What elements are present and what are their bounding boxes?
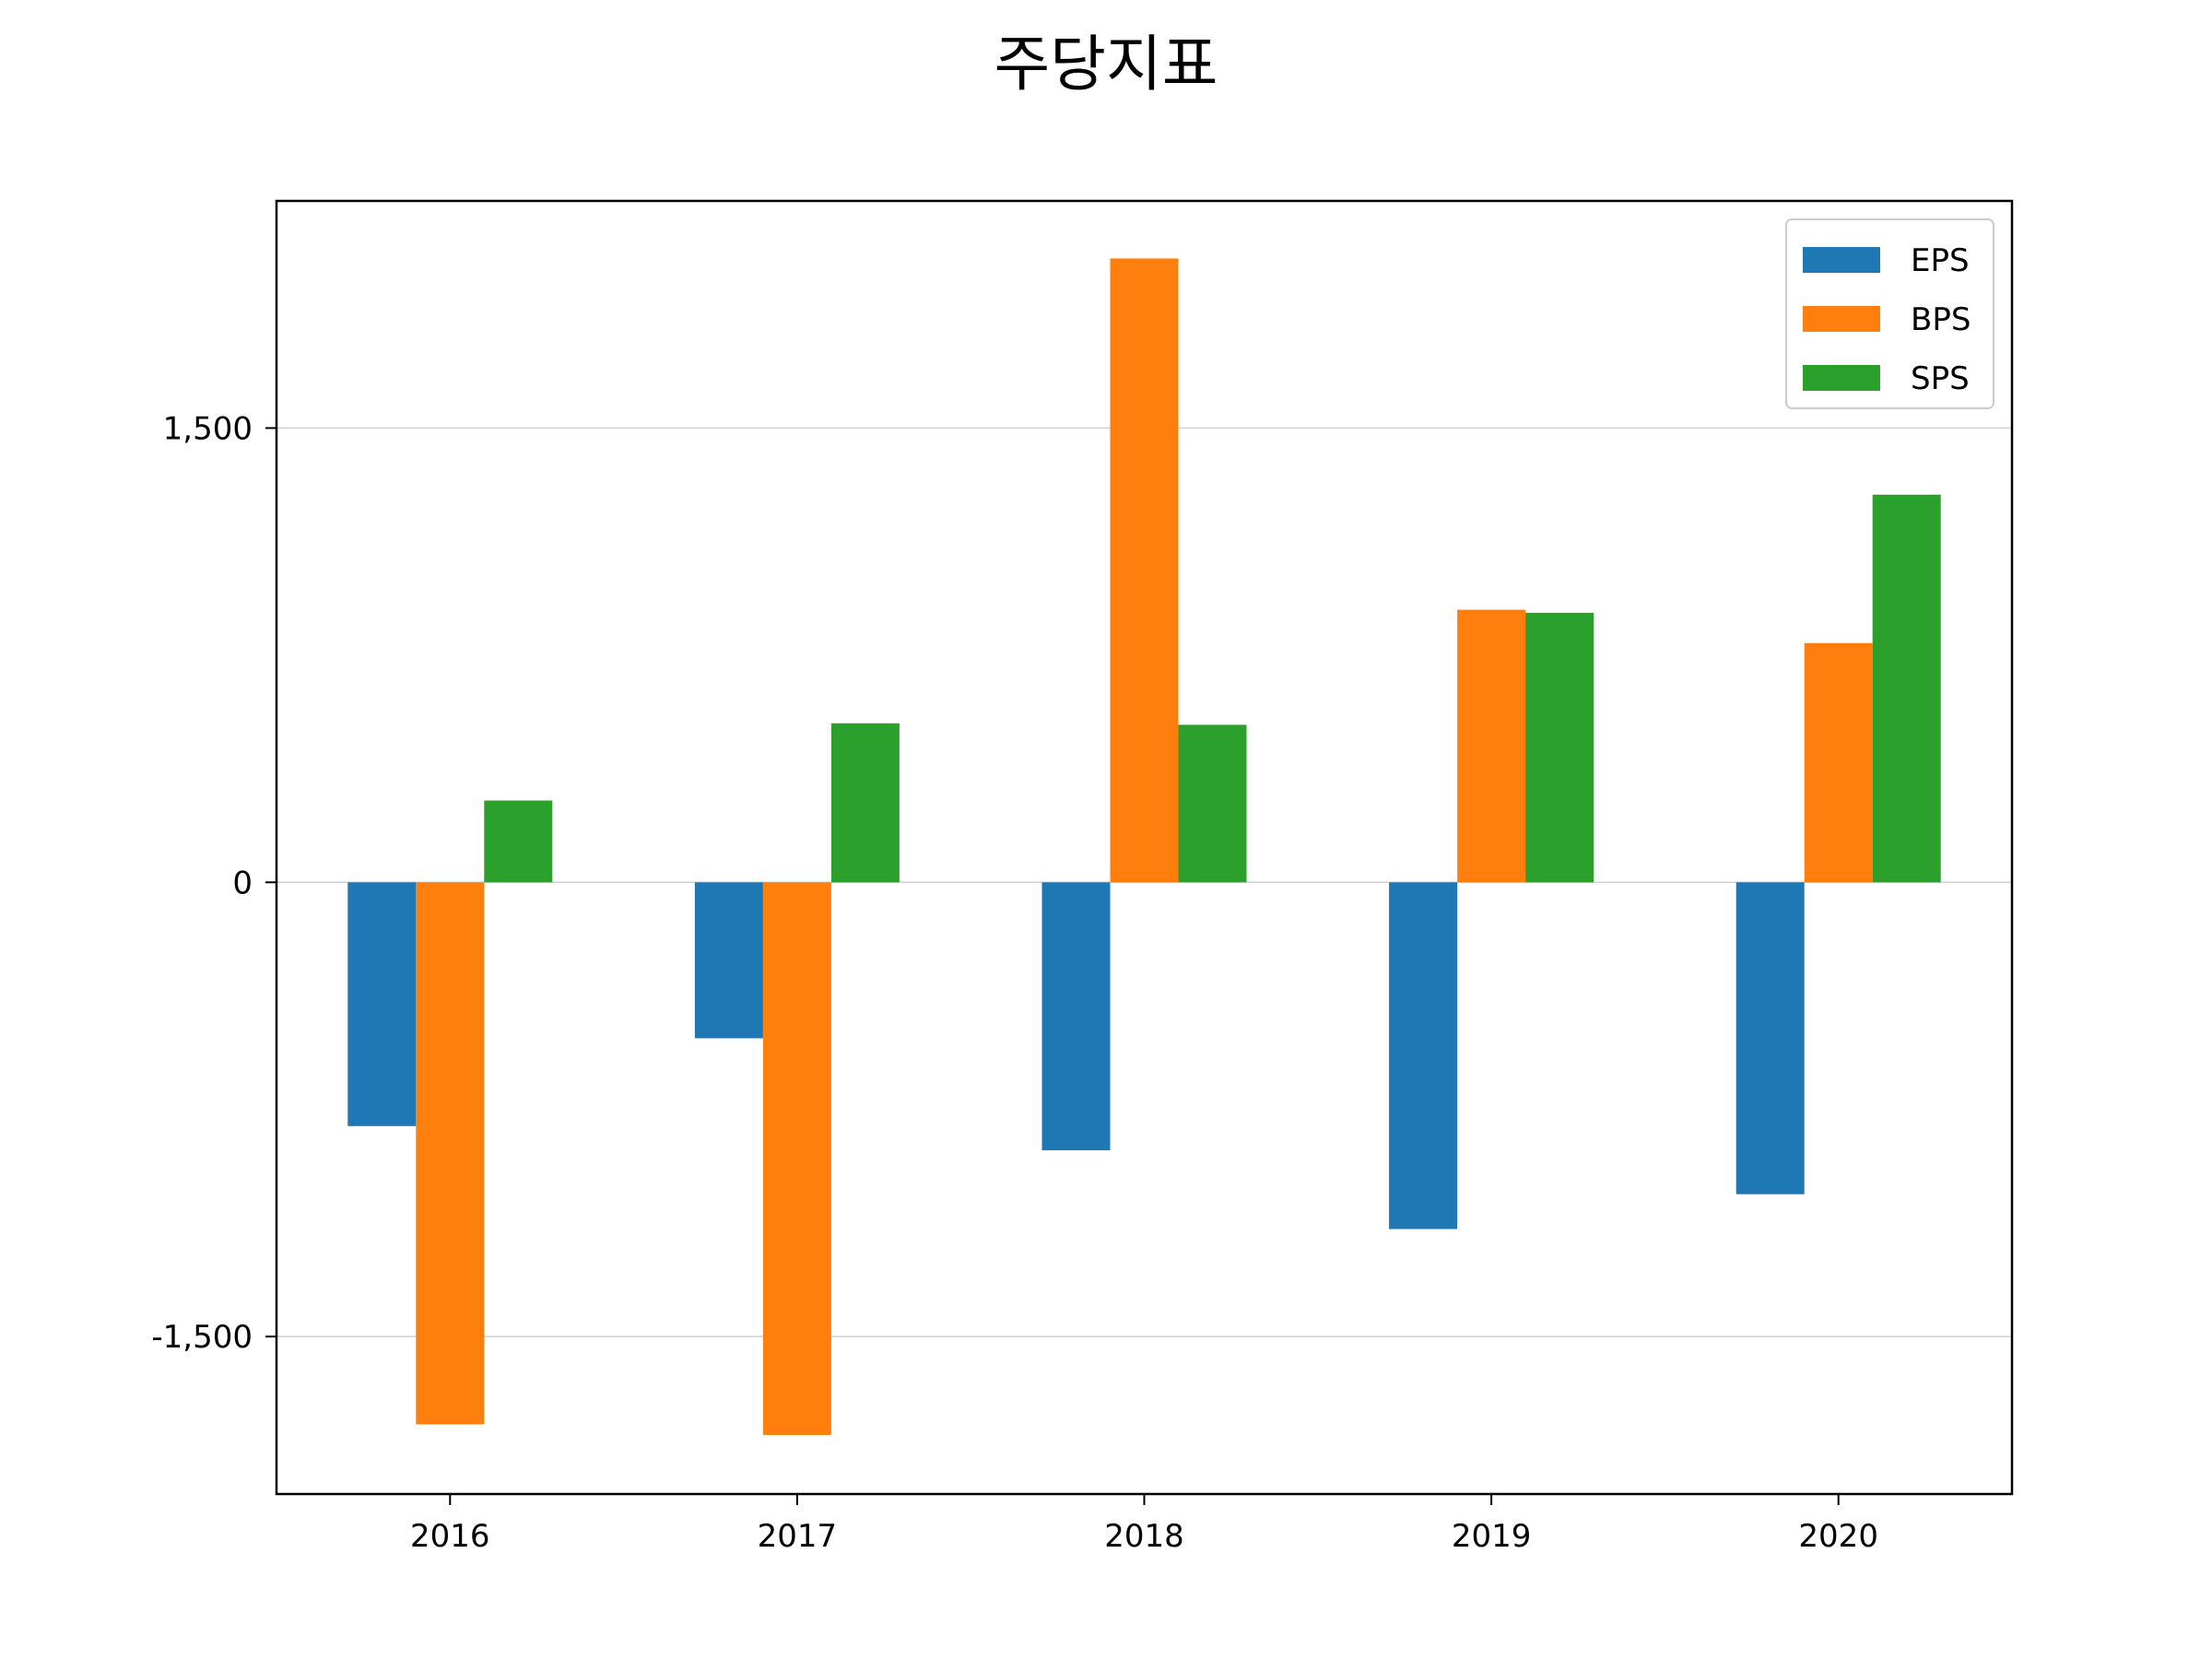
legend: EPS BPS SPS bbox=[1785, 218, 1994, 409]
bar-sps-2020 bbox=[1872, 494, 1941, 883]
bar-eps-2019 bbox=[1389, 882, 1458, 1230]
y-tick-label: -1,500 bbox=[151, 1319, 253, 1356]
legend-swatch-eps bbox=[1803, 247, 1880, 273]
y-tick-label: 1,500 bbox=[163, 410, 253, 447]
x-tick-label: 2019 bbox=[1452, 1518, 1532, 1555]
legend-swatch-bps bbox=[1803, 306, 1880, 332]
bar-sps-2018 bbox=[1178, 724, 1247, 883]
legend-label-eps: EPS bbox=[1911, 242, 1970, 279]
bar-eps-2020 bbox=[1735, 882, 1805, 1194]
legend-label-sps: SPS bbox=[1911, 360, 1970, 397]
x-tick-label: 2020 bbox=[1798, 1518, 1878, 1555]
bar-bps-2016 bbox=[416, 882, 485, 1425]
x-tick-label: 2018 bbox=[1104, 1518, 1184, 1555]
bar-bps-2020 bbox=[1804, 642, 1873, 883]
chart-title: 주당지표 bbox=[994, 29, 1218, 100]
x-axis: 2016 2017 2018 2019 2020 bbox=[410, 1494, 1878, 1555]
bar-eps-2017 bbox=[694, 882, 763, 1039]
bar-bps-2018 bbox=[1110, 258, 1179, 883]
y-tick-label: 0 bbox=[232, 865, 253, 901]
bar-sps-2016 bbox=[484, 800, 553, 883]
bar-eps-2016 bbox=[347, 882, 417, 1126]
bar-bps-2019 bbox=[1457, 609, 1526, 883]
bar-bps-2017 bbox=[762, 882, 831, 1435]
bar-sps-2017 bbox=[830, 723, 900, 883]
legend-swatch-sps bbox=[1803, 365, 1880, 391]
legend-label-bps: BPS bbox=[1911, 301, 1971, 338]
x-tick-label: 2017 bbox=[758, 1518, 838, 1555]
bars bbox=[347, 258, 1941, 1435]
bar-sps-2019 bbox=[1525, 612, 1594, 883]
bar-eps-2018 bbox=[1041, 882, 1111, 1151]
y-axis: -1,500 0 1,500 bbox=[151, 410, 276, 1356]
x-tick-label: 2016 bbox=[410, 1518, 490, 1555]
